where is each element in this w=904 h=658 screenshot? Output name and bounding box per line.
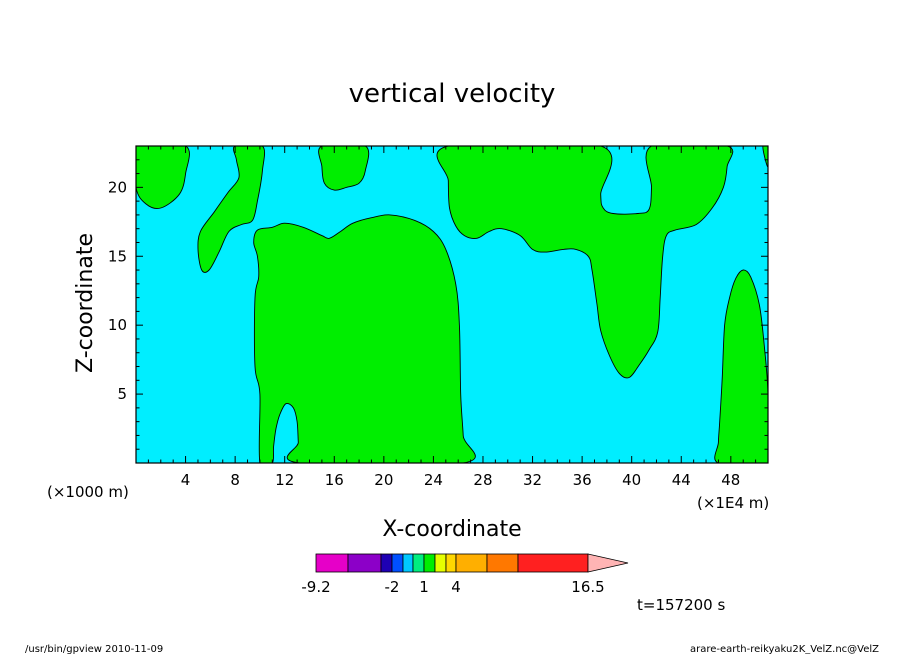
- y-tick-label: 5: [117, 385, 127, 403]
- y-tick-label: 10: [108, 316, 127, 334]
- x-unit-left: (×1000 m): [47, 483, 129, 501]
- x-tick-label: 28: [473, 471, 492, 489]
- colorbar-swatch: [402, 553, 414, 573]
- plot-frame: [135, 145, 769, 464]
- x-axis-title: X-coordinate: [382, 517, 521, 542]
- x-tick-label: 16: [325, 471, 344, 489]
- colorbar-label: -2: [385, 578, 400, 596]
- colorbar-swatch: [380, 553, 393, 573]
- x-tick-label: 20: [374, 471, 393, 489]
- chart-title: vertical velocity: [349, 79, 556, 109]
- colorbar-swatch: [412, 553, 425, 573]
- contour-region-far-right-top-sliver: [762, 146, 768, 168]
- plot-area: [136, 146, 768, 463]
- colorbar-swatch: [455, 553, 488, 573]
- y-axis-title: Z-coordinate: [73, 233, 98, 373]
- x-unit-right: (×1E4 m): [697, 494, 769, 512]
- colorbar-swatch: [315, 553, 349, 573]
- contour-region-small-top-bump: [318, 146, 370, 191]
- contour-regions: [136, 146, 768, 463]
- colorbar-swatch: [445, 553, 457, 573]
- colorbar-label: 16.5: [571, 578, 604, 596]
- y-tick-label: 20: [108, 178, 127, 196]
- colorbar-label: 1: [419, 578, 429, 596]
- time-annotation: t=157200 s: [637, 596, 725, 614]
- colorbar-label: 4: [451, 578, 461, 596]
- colorbar-swatch: [517, 553, 589, 573]
- colorbar-labels: -9.2 -2 1 4 16.5: [301, 578, 604, 596]
- contour-region-left-upper-lobe: [197, 146, 266, 273]
- x-tick-label: 32: [523, 471, 542, 489]
- x-tick-label: 44: [672, 471, 691, 489]
- contour-region-right-top-area: [436, 146, 734, 379]
- x-tick-label: 4: [181, 471, 191, 489]
- colorbar-swatch: [434, 553, 447, 573]
- colorbar-label: -9.2: [301, 578, 330, 596]
- footer-left: /usr/bin/gpview 2010-11-09: [25, 644, 163, 654]
- colorbar-overflow-arrow: [587, 553, 629, 573]
- footer-right: arare-earth-reikyaku2K_VelZ.nc@VelZ: [690, 644, 879, 654]
- x-tick-label: 48: [721, 471, 740, 489]
- y-tick-label: 15: [108, 247, 127, 265]
- x-tick-label: 12: [275, 471, 294, 489]
- x-tick-label: 36: [573, 471, 592, 489]
- x-tick-label: 8: [230, 471, 240, 489]
- colorbar-swatch: [486, 553, 519, 573]
- colorbar-swatch: [423, 553, 436, 573]
- contour-region-central-column: [253, 214, 476, 463]
- x-tick-label: 24: [424, 471, 443, 489]
- colorbar: [315, 553, 629, 573]
- colorbar-swatch: [347, 553, 382, 573]
- colorbar-swatch: [391, 553, 404, 573]
- x-tick-label: 40: [622, 471, 641, 489]
